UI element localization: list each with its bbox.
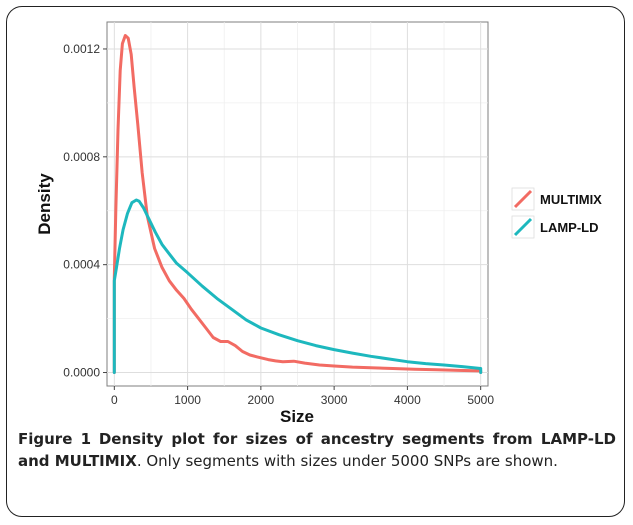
series-line-multimix [112, 34, 483, 374]
density-chart: 0 1000 2000 3000 4000 5000 0.0000 0.0004 0.0008 0… [35, 21, 602, 426]
legend-swatch-lamp-ld [513, 217, 533, 237]
y-tick-label: 0.0000 [63, 366, 100, 380]
x-tick-label: 4000 [394, 393, 421, 407]
x-tick-label: 2000 [248, 393, 275, 407]
y-tick-label: 0.0012 [63, 42, 100, 56]
legend-swatch-multimix [513, 189, 533, 209]
figure-plot: 0 1000 2000 3000 4000 5000 0.0000 0.0004 0.0008 0… [35, 21, 602, 426]
x-tick-label: 1000 [174, 393, 201, 407]
x-tick-label: 3000 [321, 393, 348, 407]
series-layer [112, 34, 483, 374]
caption-text: . Only segments with sizes under 5000 SN… [136, 452, 558, 470]
caption-label: Figure 1 [18, 430, 92, 448]
y-tick-label: 0.0008 [63, 150, 100, 164]
series-line-lamp-ld [112, 198, 483, 374]
x-axis-label: Size [280, 407, 314, 426]
legend-label-multimix: MULTIMIX [540, 192, 602, 207]
x-tick-label: 0 [111, 393, 118, 407]
x-tick-label: 5000 [467, 393, 494, 407]
y-tick-label: 0.0004 [63, 258, 100, 272]
legend-label-lamp-ld: LAMP-LD [540, 220, 599, 235]
figure-caption: Figure 1 Density plot for sizes of ances… [18, 428, 616, 472]
caption-title: Density plot for sizes of ancestry segme… [18, 430, 616, 470]
axes-layer: 0 1000 2000 3000 4000 5000 0.0000 0.0004 0.0008 0… [63, 42, 494, 407]
y-axis-label: Density [35, 173, 54, 235]
legend: MULTIMIX LAMP-LD [511, 187, 602, 239]
